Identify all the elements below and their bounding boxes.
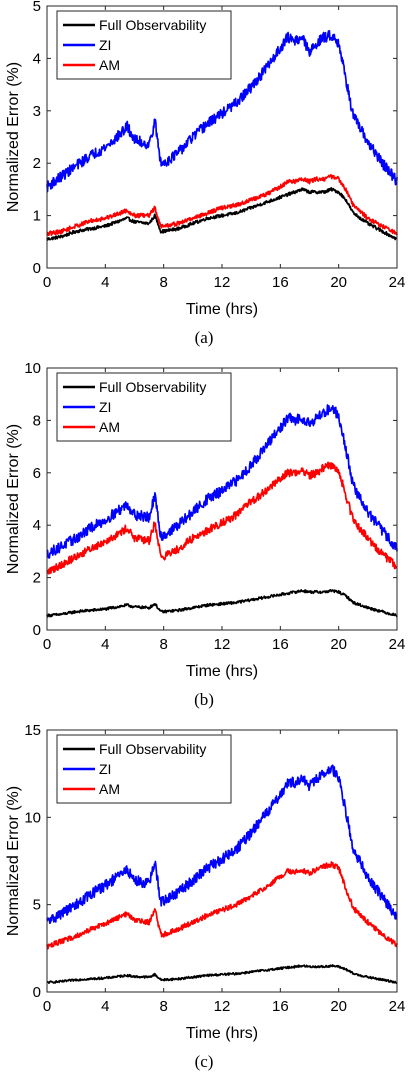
x-tick-label: 8 [159,274,167,291]
series-line-zi [46,404,398,559]
y-tick-label: 5 [33,0,41,15]
series-line-am [46,461,398,575]
chart-c: 0 4 8 12 16 20 24 0 5 10 15 Time (hrs) Normalized Er… [5,724,406,1042]
y-axis-label: Normalized Error (%) [5,786,22,936]
legend-label: Full Observability [99,379,206,395]
y-tick-label: 4 [33,50,41,67]
y-tick-label: 0 [33,260,41,277]
x-tick-label: 4 [101,274,109,291]
x-tick-label: 0 [43,636,51,653]
x-tick-label: 24 [389,274,406,291]
x-tick-label: 4 [101,998,109,1015]
x-axis-label: Time (hrs) [186,1025,258,1042]
x-tick-label: 16 [272,274,289,291]
legend-label: ZI [99,37,111,53]
y-tick-label: 8 [33,412,41,429]
legend-label: AM [99,781,120,797]
series-line-am [46,173,398,237]
x-tick-label: 16 [272,998,289,1015]
series-line-full-observability [46,964,398,985]
series-line-am [46,861,398,950]
x-tick-label: 20 [330,998,347,1015]
x-tick-label: 12 [214,274,231,291]
legend-label: AM [99,419,120,435]
y-tick-label: 1 [33,208,41,225]
legend-label: Full Observability [99,17,206,33]
caption-b: (b) [194,690,214,709]
x-tick-label: 24 [389,998,406,1015]
y-tick-label: 5 [33,897,41,914]
series-line-zi [46,29,398,193]
chart-panel-c: 0 4 8 12 16 20 24 0 5 10 15 Time (hrs) Normalized Er… [0,724,408,1086]
y-tick-label: 15 [24,724,41,739]
x-axis-label: Time (hrs) [186,301,258,318]
x-tick-label: 16 [272,636,289,653]
y-tick-label: 2 [33,155,41,172]
x-tick-label: 12 [214,998,231,1015]
y-tick-label: 2 [33,570,41,587]
legend-label: Full Observability [99,741,206,757]
x-tick-label: 12 [214,636,231,653]
y-tick-label: 10 [24,809,41,826]
x-tick-label: 20 [330,636,347,653]
x-tick-label: 24 [389,636,406,653]
y-tick-label: 0 [33,622,41,639]
y-axis-label: Normalized Error (%) [5,62,22,212]
x-tick-label: 8 [159,636,167,653]
caption-a: (a) [194,328,214,347]
y-tick-label: 3 [33,103,41,120]
legend-label: ZI [99,761,111,777]
y-tick-label: 4 [33,517,41,534]
series-line-full-observability [46,589,398,618]
series-line-zi [46,764,398,925]
x-tick-label: 4 [101,636,109,653]
chart-panel-a: 0 4 8 12 16 20 24 0 1 2 3 4 5 Time (hrs) Normalized Er… [0,0,408,362]
y-tick-label: 0 [33,984,41,1001]
x-tick-label: 20 [330,274,347,291]
x-tick-label: 0 [43,998,51,1015]
series-line-full-observability [46,187,398,241]
legend-label: ZI [99,399,111,415]
y-tick-label: 6 [33,465,41,482]
y-axis-label: Normalized Error (%) [5,424,22,574]
x-axis-label: Time (hrs) [186,663,258,680]
chart-panel-b: 0 4 8 12 16 20 24 0 2 4 6 8 10 Time (hrs) Normalized E… [0,362,408,724]
y-tick-label: 10 [24,362,41,377]
x-tick-label: 8 [159,998,167,1015]
caption-c: (c) [194,1052,214,1071]
legend-label: AM [99,57,120,73]
x-tick-label: 0 [43,274,51,291]
